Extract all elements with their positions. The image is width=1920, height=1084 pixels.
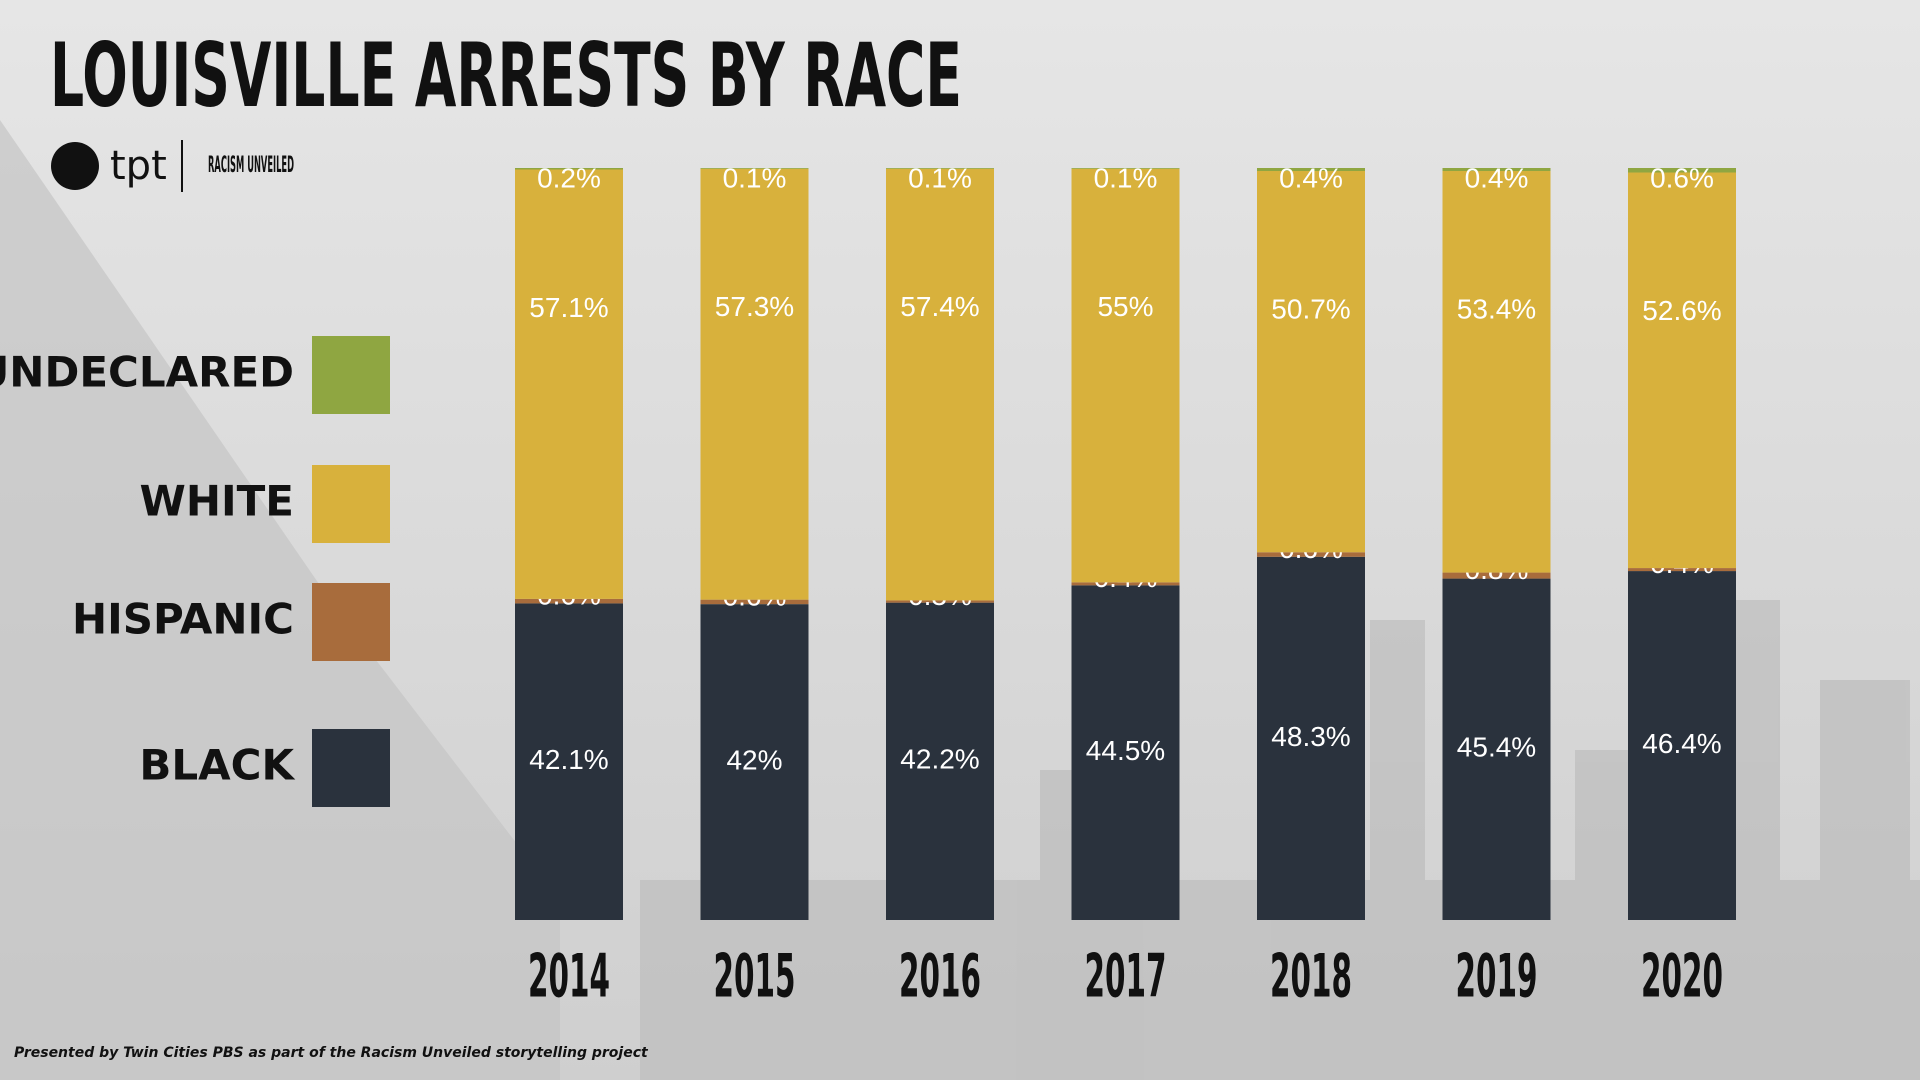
legend-swatch: [312, 729, 390, 807]
bar-segment: [1442, 572, 1551, 579]
value-label: 52.6%: [1642, 295, 1721, 326]
bar-segment: [1257, 171, 1365, 553]
bar-segment: [886, 168, 994, 601]
legend-label: BLACK: [139, 741, 295, 790]
legend-swatch: [312, 336, 390, 414]
bar-segment: [700, 604, 809, 920]
value-label: 0.4%: [1465, 162, 1529, 193]
bar-segment: [1442, 578, 1551, 920]
value-label: 46.4%: [1642, 728, 1721, 759]
x-tick-label: 2014: [528, 942, 610, 1012]
value-label: 57.4%: [900, 291, 979, 322]
value-label: 45.4%: [1457, 732, 1536, 763]
bar-segment: [515, 603, 623, 920]
bar-segment: [700, 168, 809, 600]
bar-segment: [1442, 168, 1551, 172]
value-label: 57.1%: [529, 292, 608, 323]
value-label: 50.7%: [1271, 293, 1350, 324]
bar-segment: [886, 168, 994, 169]
bar-segment: [886, 602, 994, 920]
bar-segment: [1071, 585, 1180, 920]
footer: Presented by Twin Cities PBS as part of …: [14, 1045, 649, 1061]
x-tick-label: 2019: [1456, 942, 1538, 1012]
value-label: 0.1%: [908, 162, 972, 193]
bar-segment: [515, 598, 623, 604]
value-label: 57.3%: [715, 291, 794, 322]
bar-segment: [1442, 171, 1551, 573]
value-label: 0.4%: [1279, 162, 1343, 193]
legend-label: UNDECLARED: [0, 348, 294, 397]
bar-segment: [700, 599, 809, 605]
bar-segment: [1628, 172, 1736, 569]
tagline: RACISM UNVEILED: [208, 153, 294, 178]
bar-segment: [1257, 168, 1365, 172]
value-label: 53.4%: [1457, 293, 1536, 324]
value-label: 42%: [726, 744, 782, 775]
bar-segment: [515, 168, 623, 170]
brand: tpt: [110, 143, 167, 189]
chart-title: LOUISVILLE ARRESTS BY RACE: [50, 24, 962, 127]
legend-label: WHITE: [140, 477, 294, 526]
x-tick-label: 2015: [714, 942, 796, 1012]
bar-segment: [1257, 552, 1365, 557]
bar-segment: [1257, 556, 1365, 920]
bar-segment: [886, 600, 994, 603]
value-label: 0.2%: [537, 162, 601, 193]
value-label: 44.5%: [1086, 735, 1165, 766]
legend-swatch: [312, 583, 390, 661]
value-label: 48.3%: [1271, 721, 1350, 752]
bar-segment: [700, 168, 809, 169]
bar-segment: [1628, 571, 1736, 920]
x-tick-label: 2017: [1085, 942, 1167, 1012]
bar-segment: [1628, 568, 1736, 572]
bar-segment: [1071, 582, 1180, 586]
value-label: 42.2%: [900, 744, 979, 775]
bar-segment: [1628, 168, 1736, 173]
legend-swatch: [312, 465, 390, 543]
x-tick-label: 2020: [1641, 942, 1723, 1012]
pbs-logo: [51, 142, 99, 190]
x-tick-label: 2018: [1270, 942, 1352, 1012]
legend-label: HISPANIC: [72, 595, 294, 644]
value-label: 55%: [1097, 291, 1153, 322]
value-label: 42.1%: [529, 744, 608, 775]
bar-segment: [1071, 168, 1180, 169]
x-tick-label: 2016: [899, 942, 981, 1012]
value-label: 0.1%: [1094, 162, 1158, 193]
bar-segment: [515, 169, 623, 599]
value-label: 0.1%: [723, 162, 787, 193]
bar-segment: [1071, 168, 1180, 583]
value-label: 0.6%: [1650, 162, 1714, 193]
